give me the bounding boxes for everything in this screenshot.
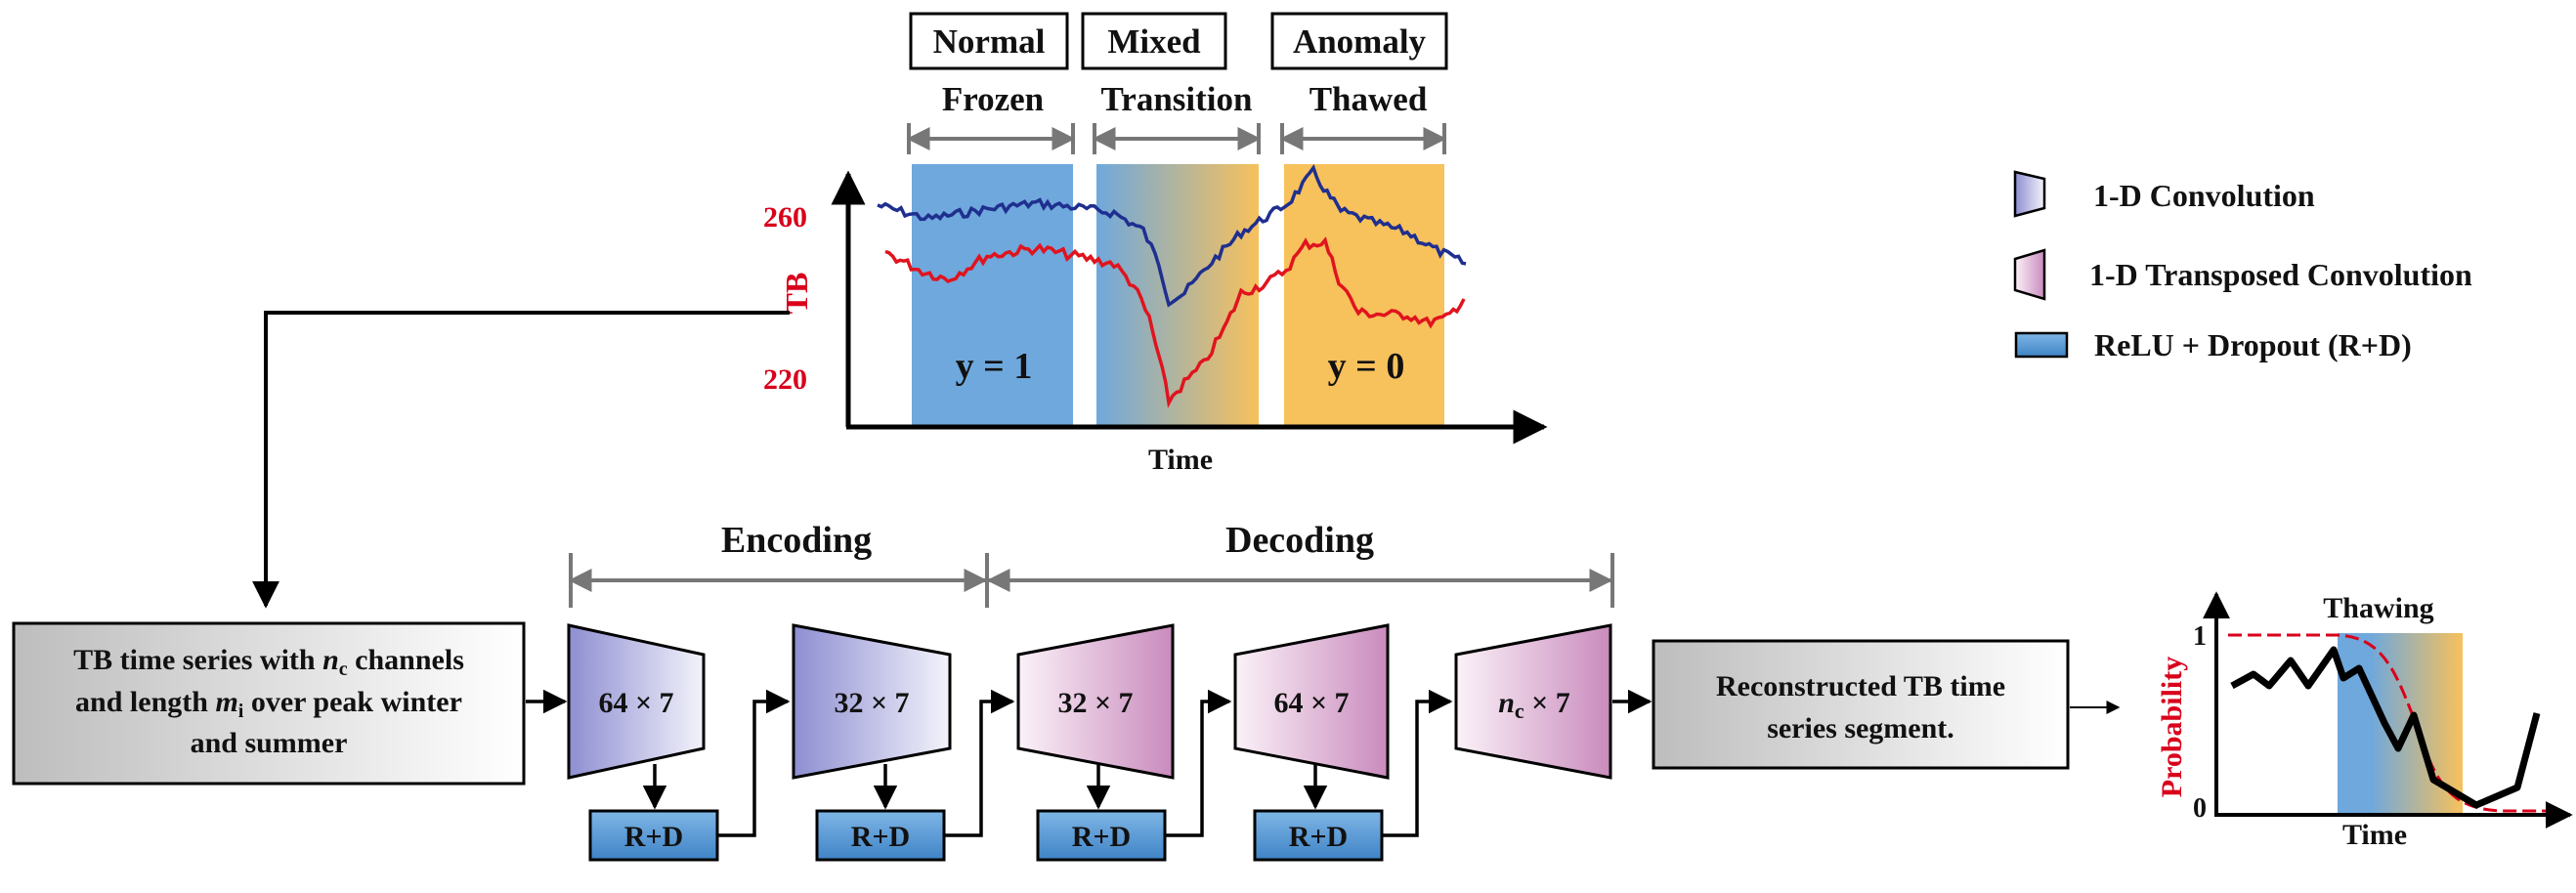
encoding-label: Encoding	[721, 520, 872, 561]
phase-span-arrows	[906, 123, 1447, 154]
relu-legend-icon	[2014, 331, 2069, 359]
thawed-region	[1284, 164, 1444, 426]
decoding-label: Decoding	[1225, 520, 1374, 561]
category-box-normal: Normal	[909, 12, 1069, 70]
legend-relu: ReLU + Dropout (R+D)	[2014, 327, 2412, 362]
arrow-rd1-to-enc2	[717, 689, 791, 837]
prob-title: Thawing	[2323, 592, 2433, 624]
output-line-2: series segment.	[1767, 712, 1954, 744]
category-label: Mixed	[1107, 22, 1201, 61]
dec3-label: nc × 7	[1498, 687, 1570, 723]
arrow-rd3-to-dec2	[1165, 689, 1232, 837]
rd-block-1: R+D	[588, 809, 719, 862]
dec1-label: 32 × 7	[1057, 687, 1133, 719]
phase-label-thawed: Thawed	[1309, 80, 1428, 118]
encoding-span: Encoding	[568, 520, 988, 608]
x-axis-label: Time	[1148, 444, 1213, 476]
conv-legend-icon	[2013, 170, 2046, 218]
probability-chart: Thawing 1 0 Probability Time	[2156, 591, 2573, 851]
rd-label: R+D	[851, 821, 910, 853]
output-line-1: Reconstructed TB time	[1716, 670, 2005, 702]
input-line-3: and summer	[191, 727, 348, 759]
phase-label-frozen: Frozen	[942, 80, 1044, 118]
dec2-label: 64 × 7	[1273, 687, 1349, 719]
prob-y-tick-0: 0	[2193, 793, 2207, 824]
output-box: Reconstructed TB time series segment.	[1652, 639, 2070, 770]
input-box: TB time series with nc channels and leng…	[12, 621, 526, 786]
y-tick-260: 260	[763, 201, 807, 234]
enc2-label: 32 × 7	[834, 687, 909, 719]
prob-series	[2230, 646, 2541, 809]
rd-block-4: R+D	[1253, 809, 1384, 862]
rd-label: R+D	[1289, 821, 1348, 853]
chart-to-input-connector	[252, 311, 790, 609]
legend-tconv-label: 1-D Transposed Convolution	[2089, 257, 2472, 292]
arrow-rd2-to-dec1	[944, 689, 1015, 837]
rd-block-2: R+D	[815, 809, 946, 862]
rd-label: R+D	[624, 821, 683, 853]
category-box-mixed: Mixed	[1081, 12, 1227, 70]
prob-x-label: Time	[2342, 819, 2407, 851]
legend-relu-label: ReLU + Dropout (R+D)	[2094, 327, 2412, 362]
tb-series-blue	[877, 163, 1467, 308]
legend-conv: 1-D Convolution	[2013, 170, 2315, 218]
label-y-equals-0: y = 0	[1328, 346, 1405, 387]
prob-y-tick-1: 1	[2193, 621, 2207, 652]
encoder-block-1: 64 × 7	[567, 623, 706, 780]
decoding-span: Decoding	[985, 520, 1614, 608]
tb-series-red	[884, 236, 1466, 408]
y-axis-label: TB	[779, 273, 814, 315]
rd-label: R+D	[1072, 821, 1131, 853]
phase-label-transition: Transition	[1101, 80, 1253, 118]
category-box-anomaly: Anomaly	[1270, 12, 1448, 70]
input-line-1: TB time series with nc channels	[73, 644, 464, 680]
prob-frozen-band	[2338, 633, 2371, 814]
transition-region	[1096, 164, 1259, 426]
arrow-rd4-to-dec3	[1382, 689, 1453, 837]
y-tick-220: 220	[763, 363, 807, 396]
top-tb-chart: Normal Mixed Anomaly Frozen Transition T…	[763, 12, 1548, 476]
legend-conv-label: 1-D Convolution	[2093, 178, 2315, 213]
decoder-block-1: 32 × 7	[1016, 623, 1175, 780]
encoder-block-2: 32 × 7	[792, 623, 952, 780]
category-label: Normal	[933, 22, 1046, 61]
tconv-legend-icon	[2013, 248, 2046, 301]
category-label: Anomaly	[1293, 22, 1427, 61]
rd-block-3: R+D	[1036, 809, 1167, 862]
legend: 1-D Convolution 1-D Transposed Convoluti…	[2013, 170, 2472, 362]
label-y-equals-1: y = 1	[956, 346, 1033, 387]
prob-y-label: Probability	[2156, 657, 2188, 797]
input-line-2: and length mi over peak winter	[75, 686, 462, 722]
legend-tconv: 1-D Transposed Convolution	[2013, 248, 2472, 301]
enc1-label: 64 × 7	[598, 687, 673, 719]
decoder-block-3: nc × 7	[1454, 623, 1612, 780]
decoder-block-2: 64 × 7	[1233, 623, 1390, 780]
